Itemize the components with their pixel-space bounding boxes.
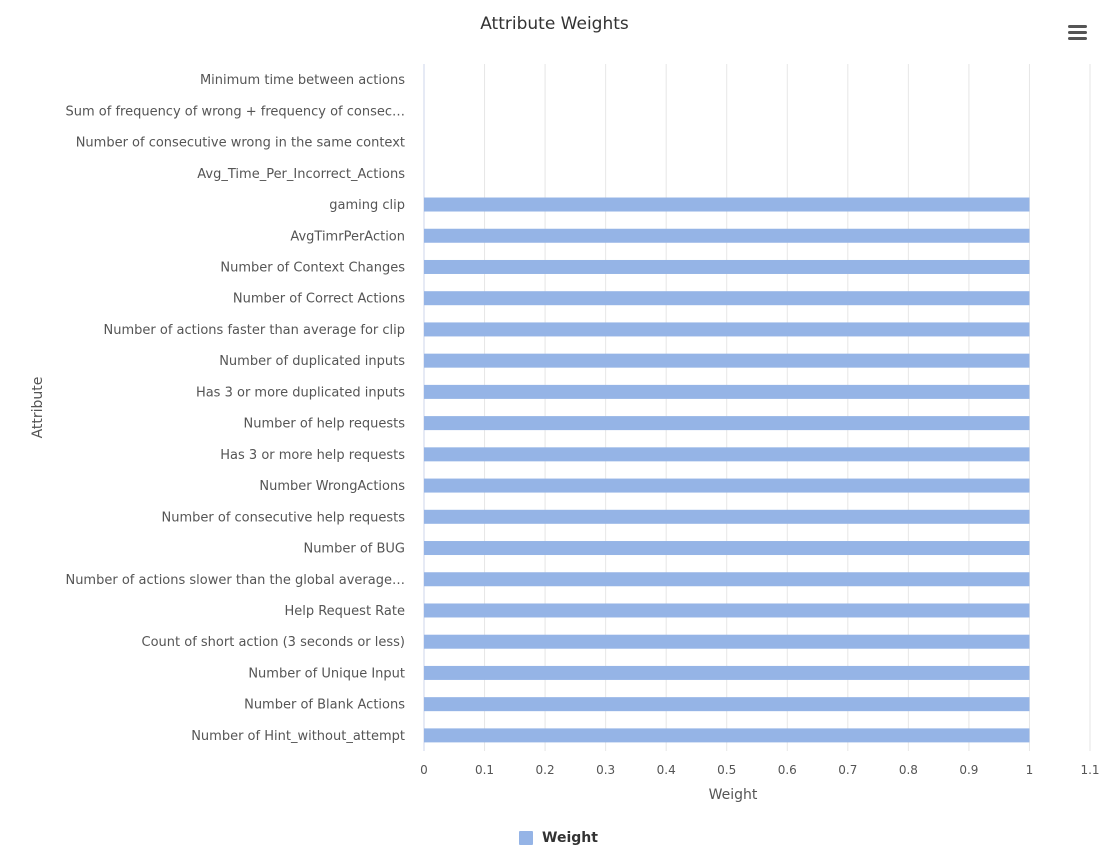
legend-item-weight[interactable]: Weight (519, 829, 598, 847)
x-tick-label: 0.3 (596, 763, 615, 777)
x-tick-label: 1 (1026, 763, 1034, 777)
bar[interactable] (424, 665, 1030, 680)
bar-series (424, 197, 1030, 743)
bar[interactable] (424, 353, 1030, 368)
value-axis-tick-labels: 0 0.1 0.2 0.3 0.4 0.5 0.6 0.7 0.8 0.9 1 1.1 (420, 763, 1099, 777)
category-label: Number of Unique Input (248, 666, 405, 681)
x-tick-label: 0 (420, 763, 428, 777)
bar[interactable] (424, 447, 1030, 462)
category-axis-labels: Minimum time between actions Sum of frequ… (65, 73, 405, 744)
category-label: Number of actions faster than average fo… (104, 323, 405, 338)
bar[interactable] (424, 728, 1030, 743)
legend-label: Weight (542, 830, 598, 846)
category-label: Has 3 or more duplicated inputs (196, 385, 405, 400)
bar[interactable] (424, 384, 1030, 399)
x-tick-label: 0.1 (475, 763, 494, 777)
category-label: AvgTimrPerAction (290, 229, 405, 244)
category-label: Count of short action (3 seconds or less… (142, 635, 406, 650)
bar[interactable] (424, 697, 1030, 712)
x-tick-label: 0.5 (717, 763, 736, 777)
category-label: Number of BUG (303, 542, 405, 557)
category-label: Number of consecutive wrong in the same … (76, 136, 405, 151)
bar[interactable] (424, 228, 1030, 243)
x-axis-title: Weight (709, 787, 758, 803)
category-label: Sum of frequency of wrong + frequency of… (66, 104, 406, 119)
category-label: Number of consecutive help requests (162, 510, 406, 525)
bar[interactable] (424, 541, 1030, 556)
category-label: Number of Hint_without_attempt (191, 729, 405, 744)
chart-context-menu-button[interactable] (1064, 22, 1092, 46)
category-label: Number of duplicated inputs (219, 354, 405, 369)
x-tick-label: 0.9 (959, 763, 978, 777)
x-tick-label: 0.8 (899, 763, 918, 777)
bar[interactable] (424, 197, 1030, 212)
category-label: Number of Correct Actions (233, 292, 405, 307)
category-label: gaming clip (329, 198, 405, 213)
category-label: Avg_Time_Per_Incorrect_Actions (197, 167, 405, 182)
bar[interactable] (424, 603, 1030, 618)
category-label: Number of actions slower than the global… (65, 573, 405, 588)
menu-icon-bar (1068, 25, 1087, 28)
category-label: Minimum time between actions (200, 73, 405, 88)
x-tick-label: 1.1 (1080, 763, 1099, 777)
bar[interactable] (424, 291, 1030, 306)
bar[interactable] (424, 572, 1030, 587)
category-label: Number of Blank Actions (244, 698, 405, 713)
y-axis-title: Attribute (30, 377, 46, 439)
bar[interactable] (424, 322, 1030, 337)
bar[interactable] (424, 509, 1030, 524)
category-label: Number WrongActions (259, 479, 405, 494)
legend-swatch (519, 831, 533, 845)
bar[interactable] (424, 634, 1030, 649)
category-label: Help Request Rate (284, 604, 405, 619)
bar[interactable] (424, 478, 1030, 493)
category-label: Has 3 or more help requests (220, 448, 405, 463)
bar[interactable] (424, 259, 1030, 274)
category-label: Number of help requests (244, 417, 406, 432)
x-tick-label: 0.7 (838, 763, 857, 777)
x-tick-label: 0.2 (536, 763, 555, 777)
menu-icon-bar (1068, 31, 1087, 34)
x-tick-label: 0.4 (657, 763, 676, 777)
chart-title: Attribute Weights (480, 14, 629, 34)
menu-icon-bar (1068, 37, 1087, 40)
category-label: Number of Context Changes (220, 260, 405, 275)
bar[interactable] (424, 416, 1030, 431)
x-tick-label: 0.6 (778, 763, 797, 777)
